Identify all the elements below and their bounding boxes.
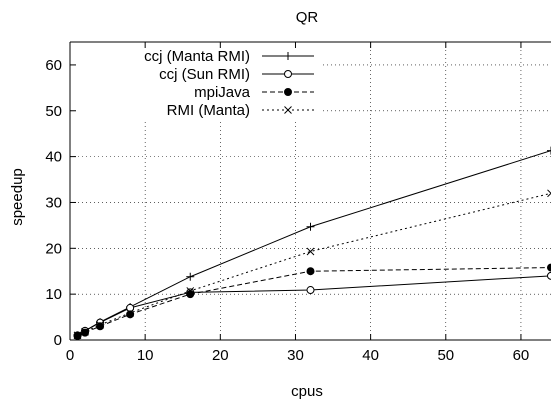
data-point	[96, 322, 105, 331]
data-point	[186, 290, 195, 299]
series	[73, 263, 551, 340]
series-group	[73, 146, 551, 340]
y-tick-label: 10	[45, 286, 62, 303]
x-tick-label: 40	[362, 347, 379, 364]
series	[73, 189, 551, 340]
data-point	[547, 146, 551, 155]
x-tick-label: 20	[212, 347, 229, 364]
legend-label: RMI (Manta)	[167, 102, 250, 119]
data-point	[186, 272, 195, 281]
chart-title: QR	[296, 9, 319, 26]
y-tick-label: 30	[45, 194, 62, 211]
data-point	[186, 287, 195, 295]
data-point	[284, 70, 292, 78]
data-point	[284, 88, 292, 96]
legend-label: ccj (Sun RMI)	[159, 66, 250, 83]
x-tick-label: 10	[137, 347, 154, 364]
legend-item: RMI (Manta)	[167, 102, 314, 119]
x-tick-label: 50	[437, 347, 454, 364]
data-point	[126, 310, 135, 319]
x-tick-label: 60	[513, 347, 530, 364]
y-tick-label: 60	[45, 57, 62, 74]
data-point	[306, 267, 315, 276]
y-tick-label: 40	[45, 149, 62, 166]
data-point	[284, 52, 292, 60]
y-tick-label: 0	[54, 332, 62, 349]
data-point	[284, 106, 292, 114]
x-tick-label: 0	[66, 347, 74, 364]
x-axis-label: cpus	[291, 383, 323, 400]
data-point	[126, 309, 134, 317]
legend-item: ccj (Manta RMI)	[144, 48, 314, 65]
series-line	[77, 192, 551, 336]
series-line	[77, 267, 551, 337]
data-point	[306, 222, 315, 231]
legend-item: mpiJava	[194, 84, 314, 101]
y-ticks: 0 10 20 30 40 50 60	[45, 57, 76, 349]
legend-item: ccj (Sun RMI)	[159, 66, 314, 83]
y-axis-label: speedup	[9, 168, 26, 226]
y-tick-label: 20	[45, 240, 62, 257]
y-tick-label: 50	[45, 103, 62, 120]
series	[73, 271, 551, 340]
data-point	[306, 247, 315, 256]
x-ticks: 0 10 20 30 40 50 60	[66, 42, 529, 364]
data-point	[306, 286, 315, 295]
data-point	[547, 271, 551, 280]
legend-label: mpiJava	[194, 84, 251, 101]
data-point	[96, 321, 104, 329]
series-line	[77, 275, 551, 336]
data-point	[547, 263, 551, 272]
legend-label: ccj (Manta RMI)	[144, 48, 250, 65]
axes	[69, 41, 551, 341]
x-tick-label: 30	[287, 347, 304, 364]
data-point	[547, 189, 551, 198]
grid	[70, 42, 551, 340]
data-point	[81, 327, 89, 336]
data-point	[73, 331, 82, 340]
